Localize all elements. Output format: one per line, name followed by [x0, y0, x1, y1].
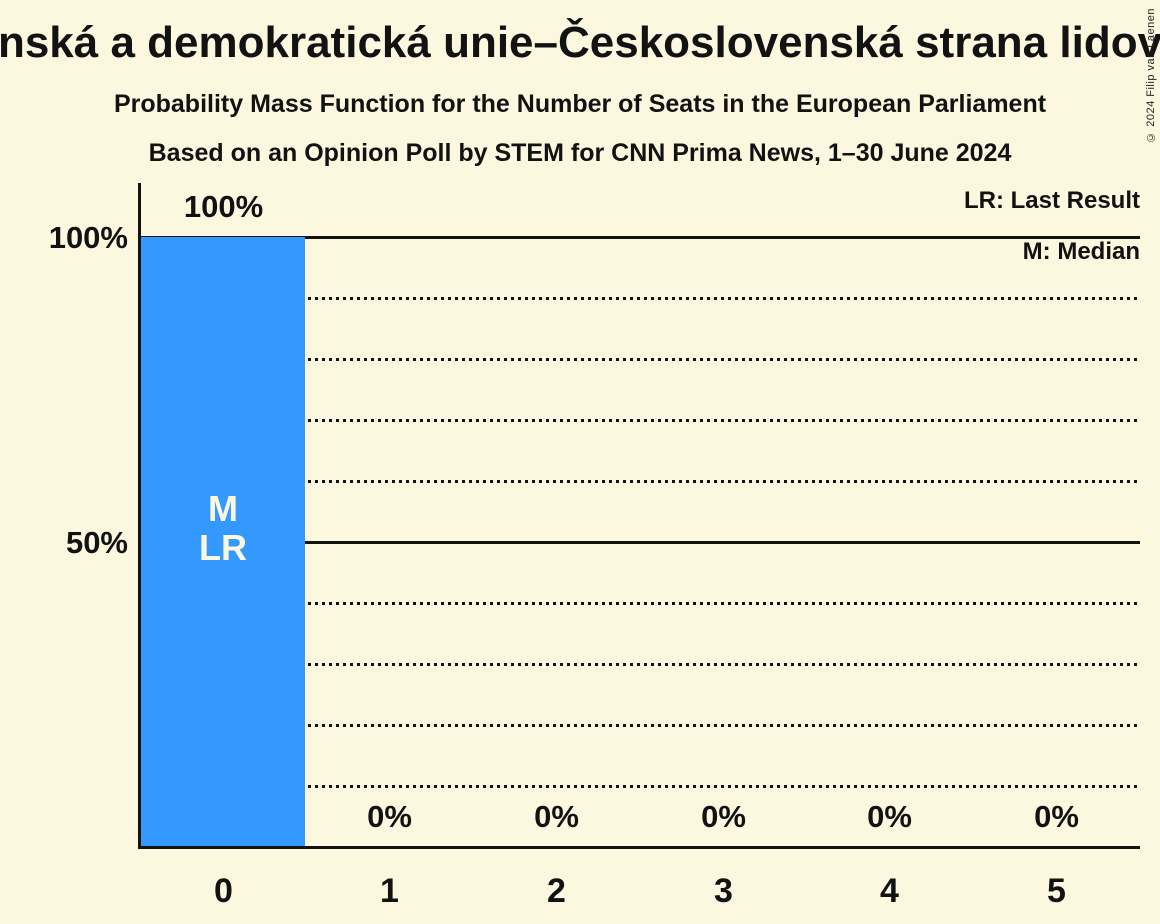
x-tick-label-1: 1	[380, 872, 399, 910]
gridline-90pct	[140, 297, 1140, 300]
gridline-70pct	[140, 419, 1140, 422]
bar-value-label-4: 0%	[867, 799, 912, 834]
bar-value-label-0: 100%	[183, 189, 264, 224]
median-marker: M	[208, 488, 238, 529]
x-tick-label-0: 0	[214, 872, 233, 910]
bar-value-label-1: 0%	[367, 799, 412, 834]
legend-last-result: LR: Last Result	[963, 187, 1140, 214]
copyright-notice: © 2024 Filip van Laenen	[1145, 8, 1157, 143]
bar-value-label-5: 0%	[1034, 799, 1079, 834]
bar-annotation-median-lastresult: M LR	[141, 489, 305, 567]
gridline-20pct	[140, 724, 1140, 727]
y-axis	[138, 183, 141, 849]
gridline-30pct	[140, 663, 1140, 666]
chart-subtitle: Probability Mass Function for the Number…	[113, 90, 1047, 118]
gridline-80pct	[140, 358, 1140, 361]
bar-value-label-2: 0%	[534, 799, 579, 834]
x-axis	[138, 846, 1140, 849]
chart-source-line: Based on an Opinion Poll by STEM for CNN…	[148, 139, 1012, 167]
gridline-100pct	[140, 236, 1140, 239]
y-tick-label-100: 100%	[48, 220, 128, 255]
legend-median: M: Median	[1022, 238, 1140, 265]
gridline-60pct	[140, 480, 1140, 483]
y-tick-label-50: 50%	[65, 525, 128, 560]
last-result-marker: LR	[199, 527, 247, 568]
gridline-40pct	[140, 602, 1140, 605]
x-tick-label-4: 4	[880, 872, 899, 910]
gridline-50pct	[140, 541, 1140, 544]
chart-title: anská a demokratická unie–Československá…	[0, 18, 1160, 67]
x-tick-label-5: 5	[1047, 872, 1066, 910]
x-tick-label-2: 2	[547, 872, 566, 910]
bar-value-label-3: 0%	[701, 799, 746, 834]
bar-seats-0: M LR	[141, 237, 305, 847]
gridline-10pct	[140, 785, 1140, 788]
x-tick-label-3: 3	[714, 872, 733, 910]
